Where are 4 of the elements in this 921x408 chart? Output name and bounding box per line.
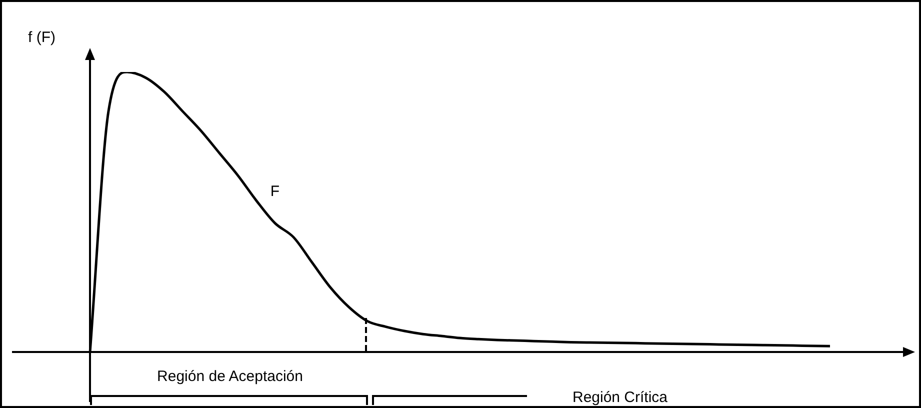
annotation: F (270, 183, 280, 200)
y-axis-title: f (F) (28, 29, 56, 46)
text: Región de Aceptación (157, 368, 303, 386)
text: Región Crítica (572, 389, 668, 406)
